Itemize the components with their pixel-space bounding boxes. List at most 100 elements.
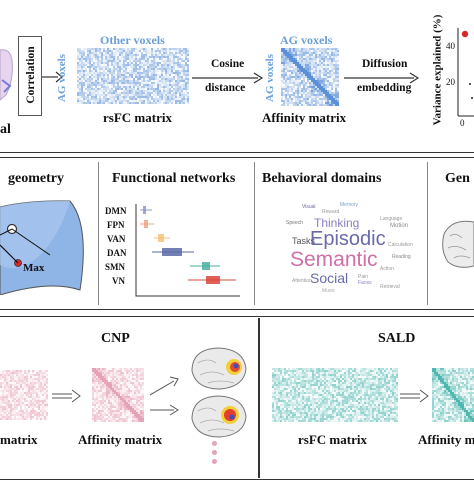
- heatmap-cell: [124, 392, 126, 394]
- heatmap-cell: [276, 398, 278, 400]
- heatmap-cell: [95, 56, 97, 58]
- heatmap-cell: [291, 92, 293, 94]
- heatmap-cell: [296, 376, 298, 378]
- heatmap-cell: [329, 102, 331, 104]
- heatmap-cell: [316, 384, 318, 386]
- heatmap-cell: [281, 90, 283, 92]
- heatmap-cell: [317, 78, 319, 80]
- heatmap-cell: [91, 72, 93, 74]
- heatmap-cell: [284, 384, 286, 386]
- heatmap-cell: [307, 80, 309, 82]
- heatmap-cell: [26, 406, 28, 408]
- heatmap-cell: [328, 404, 330, 406]
- heatmap-cell: [117, 98, 119, 100]
- heatmap-cell: [332, 378, 334, 380]
- heatmap-cell: [131, 86, 133, 88]
- heatmap-cell: [310, 404, 312, 406]
- heatmap-cell: [280, 388, 282, 390]
- heatmap-cell: [122, 398, 124, 400]
- heatmap-cell: [120, 380, 122, 382]
- heatmap-cell: [108, 394, 110, 396]
- heatmap-cell: [350, 386, 352, 388]
- heatmap-cell: [290, 414, 292, 416]
- heatmap-cell: [297, 98, 299, 100]
- heatmap-cell: [12, 378, 14, 380]
- heatmap-cell: [116, 392, 118, 394]
- heatmap-cell: [130, 398, 132, 400]
- heatmap-cell: [281, 56, 283, 58]
- heatmap-cell: [354, 368, 356, 370]
- heatmap-cell: [125, 58, 127, 60]
- heatmap-cell: [299, 88, 301, 90]
- heatmap-cell: [97, 102, 99, 104]
- heatmap-cell: [272, 410, 274, 412]
- heatmap-cell: [179, 56, 181, 58]
- heatmap-cell: [24, 386, 26, 388]
- heatmap-cell: [110, 376, 112, 378]
- heatmap-cell: [354, 374, 356, 376]
- heatmap-cell: [300, 398, 302, 400]
- heatmap-cell: [130, 400, 132, 402]
- heatmap-cell: [108, 406, 110, 408]
- heatmap-cell: [145, 88, 147, 90]
- heatmap-cell: [36, 402, 38, 404]
- heatmap-cell: [26, 374, 28, 376]
- heatmap-cell: [333, 48, 335, 50]
- heatmap-cell: [171, 86, 173, 88]
- heatmap-cell: [44, 412, 46, 414]
- heatmap-cell: [109, 84, 111, 86]
- heatmap-cell: [299, 50, 301, 52]
- heatmap-cell: [129, 98, 131, 100]
- heatmap-cell: [326, 380, 328, 382]
- heatmap-cell: [121, 100, 123, 102]
- heatmap-cell: [139, 70, 141, 72]
- heatmap-cell: [44, 398, 46, 400]
- heatmap-cell: [157, 48, 159, 50]
- heatmap-cell: [2, 400, 4, 402]
- heatmap-cell: [6, 370, 8, 372]
- heatmap-cell: [141, 80, 143, 82]
- heatmap-cell: [149, 54, 151, 56]
- heatmap-cell: [272, 420, 274, 422]
- heatmap-cell: [284, 376, 286, 378]
- heatmap-cell: [340, 414, 342, 416]
- heatmap-cell: [122, 384, 124, 386]
- heatmap-cell: [120, 404, 122, 406]
- heatmap-cell: [346, 374, 348, 376]
- heatmap-cell: [297, 60, 299, 62]
- heatmap-cell: [301, 64, 303, 66]
- heatmap-cell: [342, 374, 344, 376]
- heatmap-cell: [187, 68, 189, 70]
- heatmap-cell: [330, 372, 332, 374]
- heatmap-cell: [147, 48, 149, 50]
- heatmap-cell: [100, 368, 102, 370]
- heatmap-cell: [327, 96, 329, 98]
- heatmap-cell: [42, 374, 44, 376]
- heatmap-cell: [325, 82, 327, 84]
- cosine-label-1: Cosine: [211, 58, 244, 70]
- heatmap-cell: [133, 48, 135, 50]
- heatmap-cell: [77, 76, 79, 78]
- heatmap-cell: [10, 380, 12, 382]
- heatmap-cell: [301, 90, 303, 92]
- heatmap-cell: [147, 58, 149, 60]
- heatmap-cell: [165, 68, 167, 70]
- heatmap-cell: [278, 388, 280, 390]
- heatmap-cell: [111, 70, 113, 72]
- heatmap-cell: [304, 406, 306, 408]
- heatmap-cell: [330, 384, 332, 386]
- heatmap-cell: [298, 400, 300, 402]
- heatmap-cell: [105, 66, 107, 68]
- heatmap-cell: [138, 380, 140, 382]
- heatmap-cell: [309, 66, 311, 68]
- heatmap-cell: [175, 98, 177, 100]
- heatmap-cell: [16, 408, 18, 410]
- heatmap-cell: [6, 406, 8, 408]
- heatmap-cell: [110, 372, 112, 374]
- heatmap-cell: [293, 78, 295, 80]
- heatmap-cell: [308, 392, 310, 394]
- heatmap-cell: [302, 402, 304, 404]
- heatmap-cell: [312, 396, 314, 398]
- heatmap-cell: [153, 56, 155, 58]
- heatmap-cell: [350, 368, 352, 370]
